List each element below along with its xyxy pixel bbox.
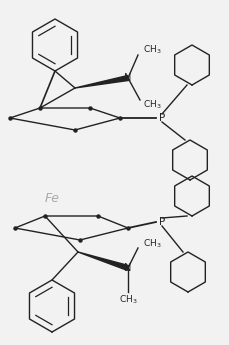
- Text: N: N: [124, 263, 131, 273]
- Polygon shape: [75, 76, 128, 88]
- Text: N: N: [124, 73, 131, 83]
- Text: P: P: [158, 113, 164, 123]
- Text: CH$_3$: CH$_3$: [142, 99, 161, 111]
- Polygon shape: [174, 176, 208, 216]
- Polygon shape: [170, 252, 204, 292]
- Polygon shape: [10, 108, 120, 130]
- Polygon shape: [32, 19, 77, 71]
- Polygon shape: [15, 216, 128, 240]
- Text: CH$_3$: CH$_3$: [142, 238, 161, 250]
- Text: Fe: Fe: [44, 191, 59, 205]
- Polygon shape: [29, 280, 74, 332]
- Text: CH$_3$: CH$_3$: [142, 44, 161, 56]
- Polygon shape: [174, 45, 208, 85]
- Text: P: P: [158, 217, 164, 227]
- Polygon shape: [172, 140, 206, 180]
- Text: CH$_3$: CH$_3$: [118, 294, 137, 306]
- Polygon shape: [78, 252, 128, 270]
